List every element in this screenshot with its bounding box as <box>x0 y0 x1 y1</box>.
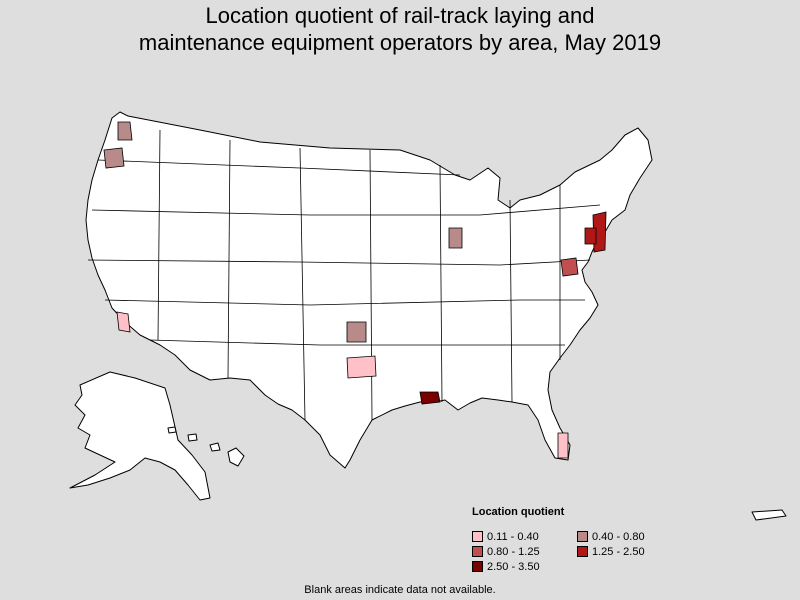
area-tulsa <box>346 321 367 343</box>
legend-label: 1.25 - 2.50 <box>592 545 645 558</box>
legend-item-2: 0.40 - 0.80 <box>577 530 645 543</box>
area-baton-rouge <box>419 391 441 405</box>
area-los-angeles <box>116 311 131 333</box>
legend-item-4: 1.25 - 2.50 <box>577 545 645 558</box>
puerto-rico <box>751 509 787 521</box>
title-line-1: Location quotient of rail-track laying a… <box>205 3 595 28</box>
title-line-2: maintenance equipment operators by area,… <box>138 30 662 55</box>
legend-title: Location quotient <box>472 506 565 518</box>
swatch-0-40-0-80 <box>577 531 588 542</box>
alaska <box>69 371 211 501</box>
legend-item-3: 0.80 - 1.25 <box>472 545 540 558</box>
map-title: Location quotient of rail-track laying a… <box>0 0 800 56</box>
area-portland <box>103 147 125 169</box>
legend-label: 0.11 - 0.40 <box>487 530 539 543</box>
legend-label: 2.50 - 3.50 <box>487 560 540 573</box>
area-washington-dc <box>560 257 579 277</box>
area-dallas <box>346 355 377 379</box>
area-chicago <box>448 227 463 249</box>
area-philadelphia <box>584 227 597 245</box>
legend-label: 0.80 - 1.25 <box>487 545 540 558</box>
swatch-0-80-1-25 <box>472 546 483 557</box>
hawaii-island <box>227 447 245 467</box>
continental-us <box>85 111 653 469</box>
swatch-0-11-0-40 <box>472 531 483 542</box>
area-seattle <box>117 121 133 141</box>
hawaii-oahu <box>187 433 198 442</box>
swatch-2-50-3-50 <box>472 561 483 572</box>
legend-item-1: 0.11 - 0.40 <box>472 530 539 543</box>
legend: Location quotient 0.11 - 0.40 0.40 - 0.8… <box>470 506 720 576</box>
legend-item-5: 2.50 - 3.50 <box>472 560 540 573</box>
footnote: Blank areas indicate data not available. <box>304 584 496 596</box>
legend-label: 0.40 - 0.80 <box>592 530 645 543</box>
area-florida <box>557 432 569 459</box>
hawaii-kauai <box>167 426 177 434</box>
hawaii-maui <box>209 442 221 452</box>
swatch-1-25-2-50 <box>577 546 588 557</box>
